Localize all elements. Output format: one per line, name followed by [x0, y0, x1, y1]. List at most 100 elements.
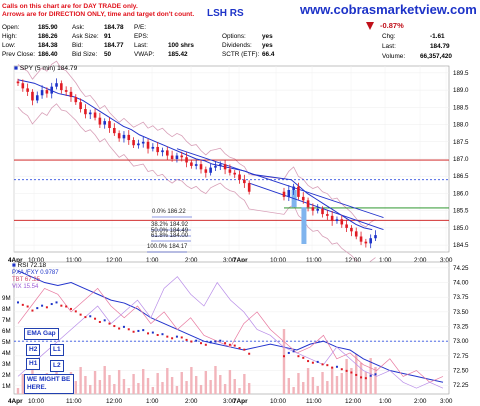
price-x-tick-label: 4Apr	[8, 257, 23, 264]
trendline-upper	[176, 148, 384, 218]
quote-value: 66.4	[262, 51, 275, 58]
price-x-tick-label: 10:00	[270, 257, 286, 264]
price-x-tick-label: 10:00	[28, 257, 44, 264]
volume-label: Volume:	[382, 53, 406, 60]
volume-y-tick-label: 4M	[2, 350, 11, 357]
rsi-y-tick-label: 73.75	[453, 294, 469, 301]
rsi-point	[118, 327, 121, 330]
rsi-point	[103, 319, 106, 322]
volume-bar	[93, 371, 97, 394]
quote-value: 186.26	[38, 33, 58, 40]
rsi-point	[74, 310, 77, 313]
down-arrow-icon	[366, 22, 374, 30]
volume-bar	[142, 369, 145, 394]
volume-bar	[243, 374, 246, 394]
rsi-point	[151, 331, 154, 334]
rsi-point	[166, 335, 169, 338]
rsi-y-tick-label: 74.25	[453, 265, 469, 272]
rsi-y-tick-label: 73.50	[453, 309, 469, 316]
price-x-tick-label: 3:00	[440, 257, 453, 264]
price-candle-body	[16, 81, 20, 84]
price-candle-body	[151, 146, 155, 149]
rsi-point	[137, 329, 140, 332]
price-candle-body	[185, 157, 188, 163]
rsi-point	[147, 332, 150, 335]
price-candle-body	[374, 235, 377, 239]
price-candle-body	[79, 102, 82, 110]
price-candle-body	[214, 165, 217, 168]
volume-bar	[204, 371, 208, 394]
rsi-series-line	[17, 276, 444, 389]
rsi-point	[31, 309, 34, 312]
fib-level-label: 0.0% 186.22	[152, 209, 186, 215]
fib-level-label: 50.0% 184.49	[151, 228, 189, 234]
rsi-x-tick-label: 12:00	[345, 398, 361, 405]
rsi-point	[248, 352, 251, 355]
rsi-y-tick-label: 72.50	[453, 368, 469, 375]
volume-bar	[166, 368, 169, 394]
volume-bar	[345, 359, 348, 394]
price-candle-body	[93, 112, 97, 118]
volume-bar	[175, 386, 179, 394]
volume-bar	[132, 374, 135, 394]
volume-bar	[297, 373, 300, 394]
price-candle-body	[69, 91, 73, 97]
volume-bar	[219, 375, 222, 394]
quote-label: High:	[2, 33, 17, 40]
quote-value: 185.42	[168, 51, 188, 58]
price-candle-body	[84, 109, 87, 115]
rsi-point	[350, 371, 353, 374]
price-candle-body	[340, 219, 344, 225]
volume-bar	[170, 377, 174, 394]
ema-gap-tag: EMA Gap	[24, 328, 59, 340]
site-url[interactable]: www.cobrasmarketview.com	[300, 2, 477, 17]
rsi-point	[195, 339, 198, 342]
last-label: Last:	[382, 43, 396, 50]
price-y-tick-label: 187.0	[453, 156, 469, 163]
rsi-point	[55, 301, 58, 304]
rsi-point	[243, 348, 246, 351]
price-candle-body	[369, 238, 372, 244]
volume-y-tick-label: 9M	[2, 295, 11, 302]
rsi-x-tick-label: 12:00	[106, 398, 122, 405]
rsi-point	[50, 303, 53, 306]
rsi-point	[98, 320, 101, 323]
quote-value: 185.90	[38, 24, 58, 31]
price-x-tick-label: 1:00	[379, 257, 392, 264]
price-candle-body	[170, 155, 174, 159]
volume-bar	[146, 378, 150, 394]
volume-y-tick-label: 6M	[2, 328, 11, 335]
rsi-point	[94, 317, 97, 320]
quote-value: 184.78	[104, 24, 124, 31]
price-candle-body	[161, 150, 164, 153]
rsi-x-tick-label: 1:00	[379, 398, 392, 405]
volume-y-tick-label: 1M	[2, 383, 11, 390]
l2-tag: L2	[50, 360, 64, 372]
volume-bar	[79, 367, 82, 394]
price-y-tick-label: 188.5	[453, 104, 469, 111]
quote-value: 91	[104, 33, 112, 40]
volume-bar	[374, 367, 377, 394]
quote-label: P/E:	[134, 24, 147, 31]
volume-bar	[21, 374, 25, 394]
fib-level-label: 100.0% 184.17	[147, 244, 188, 250]
volume-bar	[330, 367, 334, 394]
quote-value: yes	[262, 42, 273, 49]
volume-bar	[350, 368, 353, 394]
volume-bar	[311, 377, 315, 394]
price-legend: ■ SPY (5 min) 184.79	[14, 65, 78, 72]
bollinger-lower	[17, 103, 376, 268]
quote-value: yes	[262, 33, 273, 40]
volume-bar	[161, 382, 164, 394]
rsi-point	[171, 337, 174, 340]
rsi-point	[161, 333, 164, 336]
price-candle-body	[194, 164, 198, 166]
quote-label: Dividends:	[222, 42, 252, 49]
price-candle-body	[40, 90, 44, 96]
volume-bar	[335, 376, 339, 394]
volume-y-tick-label: 7M	[2, 317, 11, 324]
rsi-point	[355, 373, 358, 376]
rsi-point	[335, 365, 338, 368]
price-candle-body	[137, 143, 140, 146]
rsi-point	[364, 377, 367, 380]
